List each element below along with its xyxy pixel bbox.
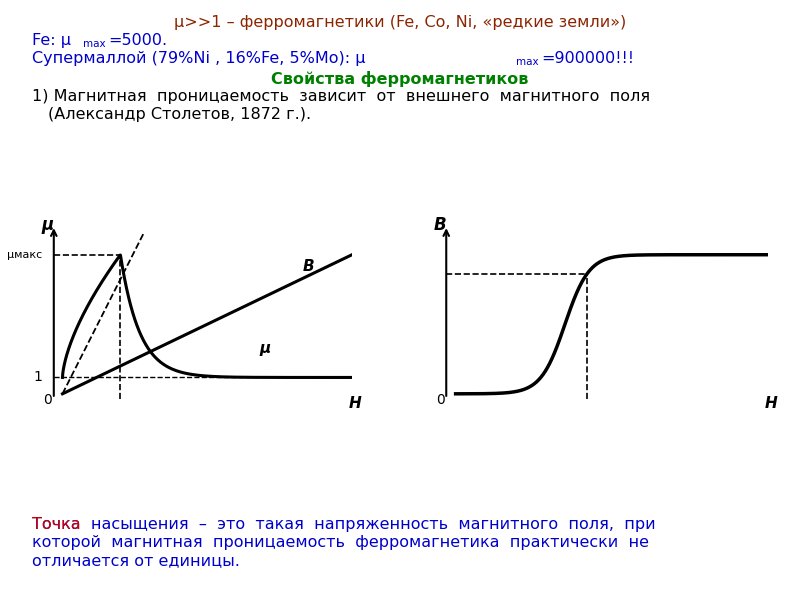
Text: μ>>1 – ферромагнетики (Fe, Co, Ni, «редкие земли»): μ>>1 – ферромагнетики (Fe, Co, Ni, «редк… [174,15,626,30]
Text: max: max [516,57,538,67]
Text: =900000!!!: =900000!!! [541,51,634,66]
Text: max: max [83,39,106,49]
Text: Свойства ферромагнетиков: Свойства ферромагнетиков [271,71,529,87]
Text: =5000.: =5000. [108,33,167,48]
Text: μ: μ [259,340,270,355]
Text: H: H [349,396,362,411]
Text: H: H [765,396,778,411]
Text: которой  магнитная  проницаемость  ферромагнетика  практически  не: которой магнитная проницаемость ферромаг… [32,535,649,550]
Text: 1: 1 [34,370,42,385]
Text: Супермаллой (79%Ni , 16%Fe, 5%Mo): μ: Супермаллой (79%Ni , 16%Fe, 5%Mo): μ [32,51,366,66]
Text: Точка: Точка [32,517,81,532]
Text: (Александр Столетов, 1872 г.).: (Александр Столетов, 1872 г.). [48,107,311,122]
Text: 1) Магнитная  проницаемость  зависит  от  внешнего  магнитного  поля: 1) Магнитная проницаемость зависит от вн… [32,89,650,104]
Text: 0: 0 [436,394,444,407]
Text: μ: μ [42,216,54,234]
Text: Fe: μ: Fe: μ [32,33,71,48]
Text: отличается от единицы.: отличается от единицы. [32,553,240,568]
Text: 0: 0 [44,394,52,407]
Text: μмакс: μмакс [7,250,42,260]
Text: Точка  насыщения  –  это  такая  напряженность  магнитного  поля,  при: Точка насыщения – это такая напряженност… [32,517,656,532]
Text: B: B [434,216,446,234]
Text: B: B [302,259,314,274]
